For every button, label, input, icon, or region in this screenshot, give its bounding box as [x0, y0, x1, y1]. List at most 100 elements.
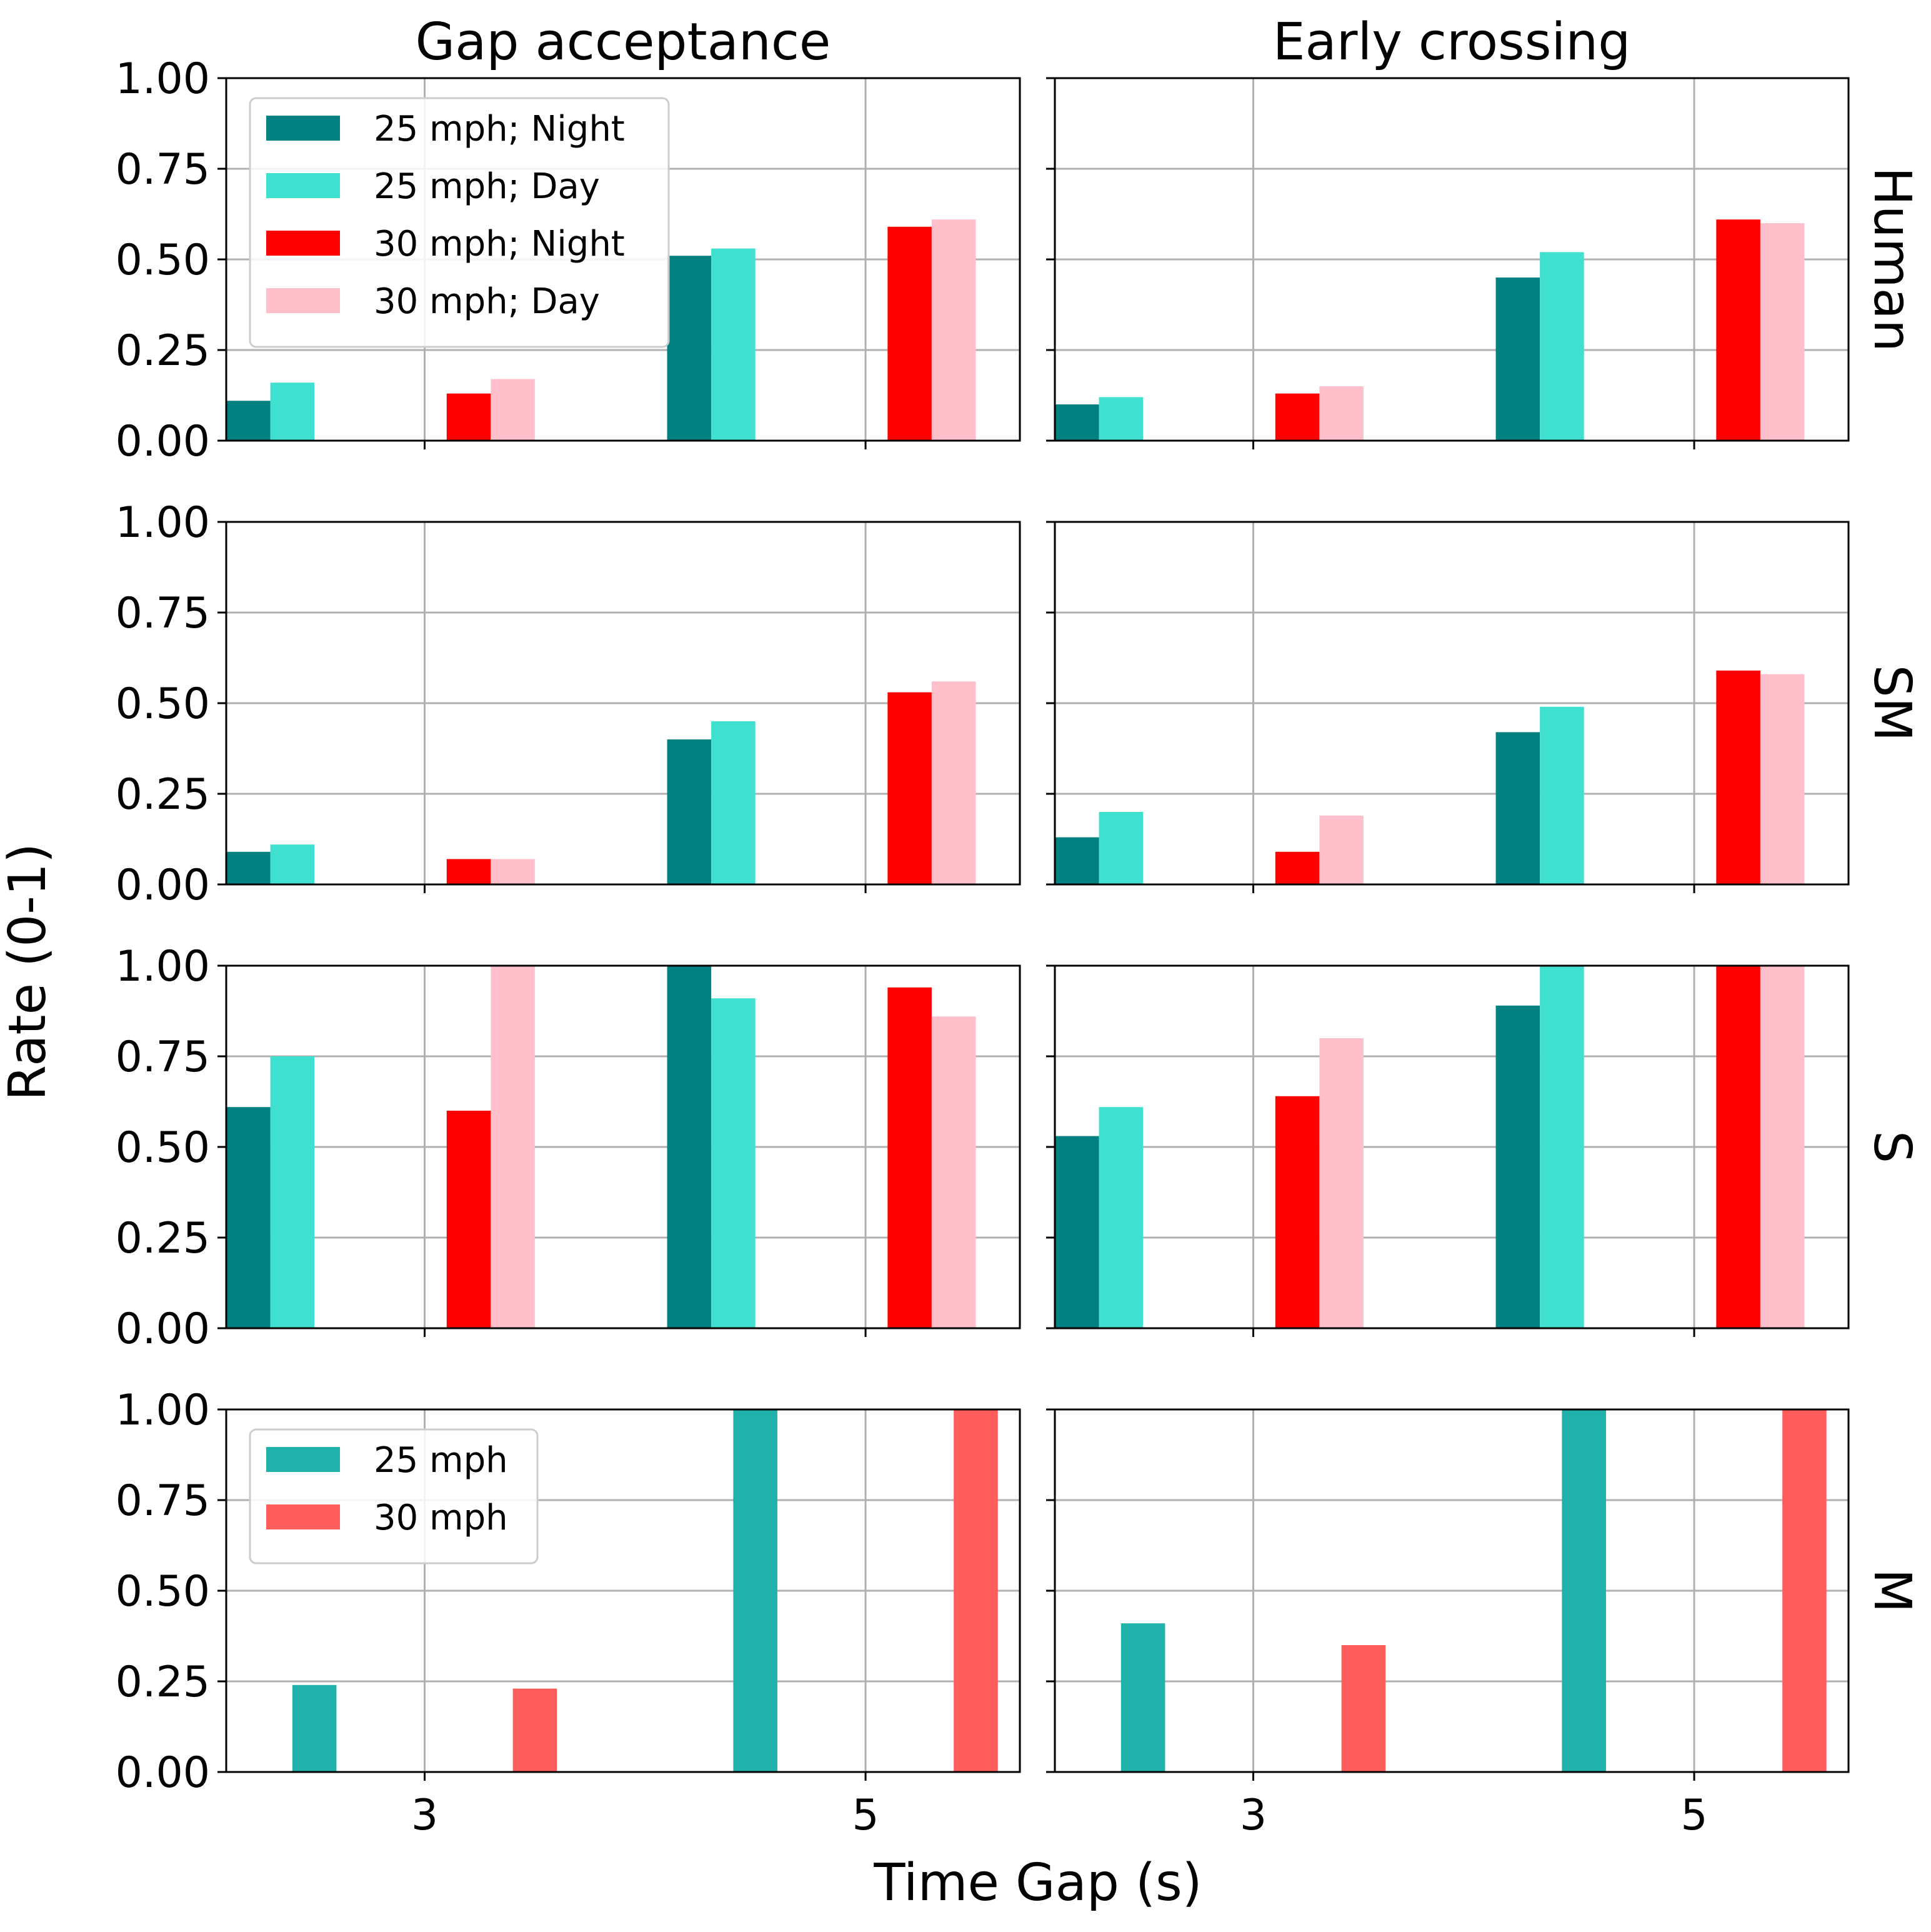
y-tick-label: 0.50 [116, 236, 210, 285]
y-tick-label: 1.00 [116, 1386, 210, 1435]
bar-30-mph-day-gap-3 [1319, 1038, 1364, 1328]
row-label: S [1862, 1131, 1922, 1163]
bar-25-mph-day-gap-5 [711, 998, 756, 1328]
y-tick-label: 0.50 [116, 1123, 210, 1173]
bar-30-mph-day-gap-5 [931, 219, 976, 441]
legend: 25 mph; Night 25 mph; Day 30 mph; Night 30 … [249, 97, 670, 348]
legend-entry: 30 mph; Night [374, 224, 625, 264]
row-label: M [1862, 1569, 1922, 1613]
legend: 25 mph 30 mph [249, 1428, 539, 1564]
legend-swatch [266, 173, 340, 198]
bar-30-mph-day-gap-5 [1760, 674, 1805, 884]
legend-entry: 25 mph; Night [374, 109, 625, 149]
bar-30-mph-night-gap-5 [1716, 670, 1760, 884]
bar-30-mph-night-gap-3 [446, 1111, 491, 1328]
y-tick-label: 0.00 [116, 1748, 210, 1798]
y-tick-label: 0.50 [116, 1567, 210, 1616]
bar-25-mph-night-gap-3 [1055, 1136, 1099, 1328]
bar-30-mph-day-gap-3 [491, 966, 535, 1328]
bar-25-mph-day-gap-5 [711, 721, 756, 884]
panel-sm-early-crossing: SM [1046, 521, 1922, 893]
y-tick-label: 0.00 [116, 1304, 210, 1354]
legend-entry: 30 mph; Day [374, 281, 600, 322]
bar-30-mph-day-gap-5 [1760, 966, 1805, 1328]
bar-25-mph-night-gap-3 [226, 401, 271, 441]
y-tick-label: 1.00 [116, 498, 210, 548]
bar-30-mph-gap-5 [954, 1409, 998, 1772]
bar-30-mph-night-gap-5 [887, 987, 932, 1328]
bar-25-mph-day-gap-3 [270, 844, 315, 884]
bar-25-mph-day-gap-3 [1099, 1107, 1144, 1328]
x-tick-label: 3 [1240, 1791, 1267, 1840]
y-tick-label: 0.25 [116, 1214, 210, 1263]
bar-30-mph-day-gap-5 [1760, 223, 1805, 441]
y-tick-label: 0.25 [116, 1658, 210, 1707]
y-axis-title: Rate (0-1) [0, 843, 57, 1101]
bar-25-mph-night-gap-3 [1055, 404, 1099, 441]
bar-25-mph-gap-5 [1562, 1409, 1606, 1772]
bar-30-mph-gap-3 [512, 1688, 557, 1772]
legend-swatch [266, 1447, 340, 1472]
bar-30-mph-day-gap-3 [491, 379, 535, 441]
bar-30-mph-night-gap-3 [1275, 851, 1320, 884]
bar-30-mph-night-gap-3 [1275, 1096, 1320, 1328]
legend-swatch [266, 1504, 340, 1529]
row-label: Human [1862, 167, 1922, 352]
bar-30-mph-night-gap-5 [887, 692, 932, 884]
legend-entry: 30 mph [374, 1498, 508, 1538]
bar-30-mph-day-gap-3 [1319, 815, 1364, 884]
y-tick-label: 0.75 [116, 589, 210, 638]
y-tick-label: 0.75 [116, 145, 210, 194]
bar-30-mph-day-gap-5 [931, 1016, 976, 1328]
y-tick-label: 0.75 [116, 1033, 210, 1082]
bar-25-mph-day-gap-3 [1099, 812, 1144, 884]
bar-30-mph-night-gap-5 [1716, 966, 1760, 1328]
bar-25-mph-day-gap-5 [1540, 966, 1584, 1328]
panels-layer: 0.00 0.25 0.50 0.75 1.00 Gap acceptance 25 mph… [116, 13, 1922, 1840]
bar-25-mph-night-gap-3 [226, 1107, 271, 1328]
bar-25-mph-night-gap-5 [1495, 732, 1540, 884]
bar-30-mph-day-gap-5 [931, 681, 976, 884]
column-title: Early crossing [1273, 13, 1631, 72]
bar-25-mph-night-gap-5 [667, 966, 712, 1328]
bar-30-mph-gap-3 [1341, 1645, 1386, 1772]
legend-entry: 25 mph; Day [374, 166, 600, 207]
y-tick-label: 0.50 [116, 679, 210, 729]
bar-25-mph-night-gap-3 [1055, 837, 1099, 884]
panel-s-gap-acceptance: 0.00 0.25 0.50 0.75 1.00 [116, 942, 1021, 1354]
bar-30-mph-night-gap-5 [1716, 219, 1760, 441]
y-tick-label: 0.00 [116, 417, 210, 466]
bar-25-mph-day-gap-5 [711, 248, 756, 441]
bar-30-mph-gap-5 [1782, 1409, 1827, 1772]
y-tick-label: 0.75 [116, 1476, 210, 1526]
bar-25-mph-night-gap-5 [1495, 278, 1540, 441]
legend-box [249, 97, 670, 348]
panel-sm-gap-acceptance: 0.00 0.25 0.50 0.75 1.00 [116, 498, 1021, 910]
bar-25-mph-gap-3 [1120, 1623, 1165, 1772]
y-tick-label: 0.00 [116, 861, 210, 910]
panel-m-gap-acceptance: 0.00 0.25 0.50 0.75 1.00 3 5 25 mph 30 mph [116, 1386, 1021, 1840]
legend-swatch [266, 116, 340, 141]
bar-30-mph-night-gap-3 [446, 393, 491, 441]
x-tick-label: 5 [852, 1791, 879, 1840]
y-tick-label: 0.25 [116, 770, 210, 819]
x-axis-title: Time Gap (s) [873, 1853, 1202, 1913]
bar-30-mph-night-gap-5 [887, 226, 932, 441]
bar-25-mph-night-gap-3 [226, 851, 271, 884]
bar-25-mph-day-gap-3 [270, 1056, 315, 1328]
column-title: Gap acceptance [416, 13, 831, 72]
bar-25-mph-day-gap-3 [270, 383, 315, 441]
bar-30-mph-day-gap-3 [1319, 386, 1364, 441]
row-label: SM [1862, 665, 1922, 742]
bar-25-mph-day-gap-5 [1540, 706, 1584, 884]
bar-25-mph-day-gap-5 [1540, 252, 1584, 441]
x-tick-label: 5 [1680, 1791, 1707, 1840]
y-tick-label: 0.25 [116, 326, 210, 376]
x-tick-label: 3 [411, 1791, 438, 1840]
panel-m-early-crossing: 3 5 M [1046, 1408, 1922, 1840]
bar-25-mph-night-gap-5 [667, 739, 712, 884]
bar-30-mph-night-gap-3 [1275, 393, 1320, 441]
bar-30-mph-night-gap-3 [446, 859, 491, 884]
y-tick-label: 1.00 [116, 942, 210, 991]
